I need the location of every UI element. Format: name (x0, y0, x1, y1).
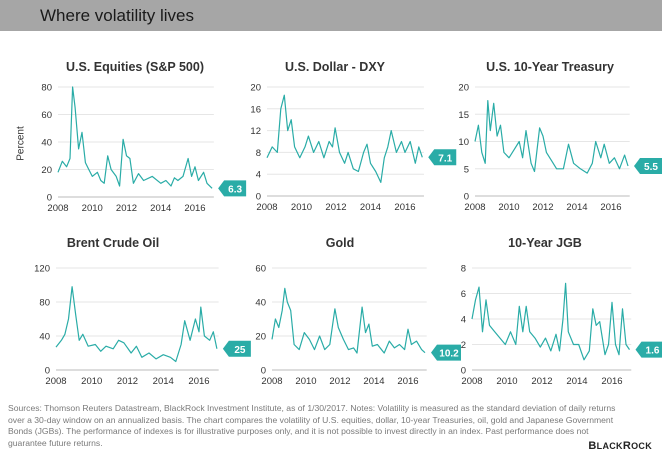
y-tick-label: 20 (250, 83, 261, 94)
x-tick-label: 2016 (184, 203, 205, 214)
footer-note: Sources: Thomson Reuters Datastream, Bla… (8, 403, 616, 448)
y-tick-label: 80 (39, 298, 50, 309)
y-tick-label: 4 (256, 170, 261, 181)
x-tick-label: 2014 (360, 202, 381, 213)
x-tick-label: 2008 (464, 202, 485, 213)
x-tick-label: 2014 (150, 203, 171, 214)
x-tick-label: 2014 (566, 376, 587, 387)
y-tick-label: 20 (458, 83, 469, 94)
x-tick-label: 2012 (531, 376, 552, 387)
x-tick-label: 2014 (363, 376, 384, 387)
x-tick-label: 2016 (394, 202, 415, 213)
y-tick-label: 120 (34, 264, 50, 275)
y-tick-label: 15 (458, 110, 469, 121)
x-tick-label: 2008 (45, 376, 66, 387)
series-line (55, 286, 218, 363)
y-tick-label: 60 (41, 110, 52, 121)
x-tick-label: 2008 (47, 203, 68, 214)
x-tick-label: 2012 (116, 203, 137, 214)
last-value-label: 7.1 (438, 153, 452, 164)
last-value-label: 6.3 (228, 184, 242, 195)
chart-title-equities: U.S. Equities (S&P 500) (65, 60, 204, 74)
y-tick-label: 80 (41, 83, 52, 94)
last-value-callout (218, 180, 247, 197)
series-line (471, 282, 630, 361)
y-tick-label: 40 (39, 332, 50, 343)
y-tick-label: 4 (461, 315, 466, 326)
last-value-label: 10.2 (439, 349, 459, 360)
y-tick-label: 0 (461, 366, 466, 377)
chart-title-jgb: 10-Year JGB (508, 236, 582, 250)
y-tick-label: 0 (47, 193, 52, 204)
x-tick-label: 2014 (566, 202, 587, 213)
series-line (266, 94, 423, 183)
y-tick-label: 5 (464, 164, 469, 175)
x-tick-label: 2008 (256, 202, 277, 213)
blackrock-logo: BLACKROCK (588, 440, 652, 452)
y-tick-label: 16 (250, 104, 261, 115)
x-tick-label: 2016 (600, 202, 621, 213)
last-value-callout (222, 340, 251, 357)
chart-title-gold: Gold (325, 236, 355, 250)
x-tick-label: 2012 (117, 376, 138, 387)
x-tick-label: 2008 (461, 376, 482, 387)
chart-title-treasury: U.S. 10-Year Treasury (486, 60, 614, 74)
chart-title-oil: Brent Crude Oil (66, 236, 160, 250)
x-tick-label: 2016 (397, 376, 418, 387)
x-tick-label: 2016 (601, 376, 622, 387)
y-tick-label: 8 (461, 264, 466, 275)
x-tick-label: 2010 (82, 203, 103, 214)
x-tick-label: 2012 (532, 202, 553, 213)
y-tick-label: 0 (256, 192, 261, 203)
y-tick-label: 20 (41, 165, 52, 176)
y-tick-label: 0 (261, 366, 266, 377)
x-tick-label: 2010 (81, 376, 102, 387)
x-tick-label: 2010 (291, 202, 312, 213)
chart-title-dollar: U.S. Dollar - DXY (284, 60, 386, 74)
last-value-callout (431, 344, 461, 361)
y-tick-label: 0 (464, 192, 469, 203)
series-line (271, 287, 426, 354)
y-tick-label: 0 (45, 366, 50, 377)
y-tick-label: 12 (250, 126, 261, 137)
x-tick-label: 2014 (153, 376, 174, 387)
x-tick-label: 2010 (496, 376, 517, 387)
series-line (474, 100, 629, 174)
last-value-callout (428, 149, 457, 166)
x-tick-label: 2010 (498, 202, 519, 213)
y-tick-label: 20 (255, 332, 266, 343)
last-value-label: 5.5 (644, 162, 658, 173)
x-tick-label: 2012 (329, 376, 350, 387)
x-tick-label: 2016 (188, 376, 209, 387)
y-tick-label: 8 (256, 148, 261, 159)
page-title: Where volatility lives (40, 6, 194, 25)
y-tick-label: 2 (461, 340, 466, 351)
y-tick-label: 40 (255, 298, 266, 309)
x-tick-label: 2010 (295, 376, 316, 387)
y-tick-label: 40 (41, 138, 52, 149)
last-value-label: 25 (234, 345, 246, 356)
y-tick-label: 6 (461, 289, 466, 300)
last-value-label: 1.6 (646, 346, 660, 357)
y-tick-label: 10 (458, 137, 469, 148)
series-line (57, 86, 213, 189)
last-value-callout (635, 341, 662, 358)
x-tick-label: 2008 (261, 376, 282, 387)
y-tick-label: 60 (255, 264, 266, 275)
header-bar: Where volatility lives (0, 0, 662, 31)
last-value-callout (634, 158, 662, 175)
x-tick-label: 2012 (325, 202, 346, 213)
